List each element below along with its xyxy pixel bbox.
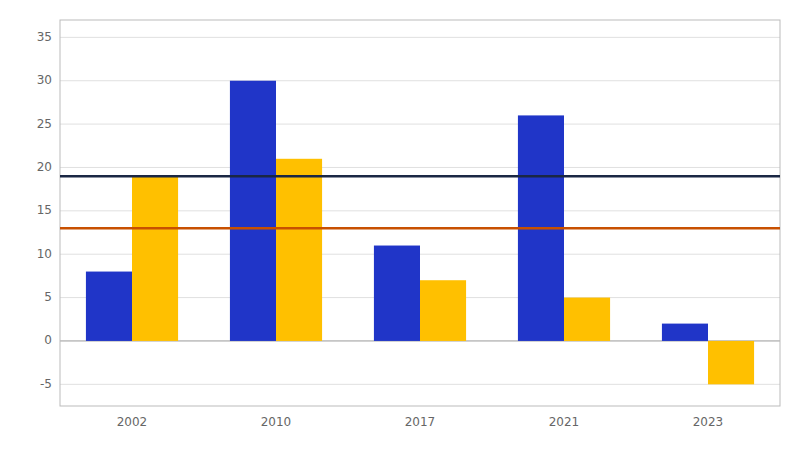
- grid-line: [60, 37, 780, 38]
- chart: -5 0 5 10 15 20 25 30 35 2002 2010 2017 2021 2023: [0, 0, 800, 450]
- y-tick-label: 20: [37, 160, 52, 174]
- x-tick-label: 2002: [117, 415, 148, 429]
- bar: [374, 246, 420, 341]
- y-axis: -5 0 5 10 15 20 25 30 35: [37, 30, 52, 391]
- plot-frame: [60, 20, 780, 406]
- x-tick-label: 2023: [693, 415, 724, 429]
- bar: [420, 280, 466, 341]
- y-tick-label: 35: [37, 30, 52, 44]
- y-tick-label: 30: [37, 73, 52, 87]
- x-tick-label: 2017: [405, 415, 436, 429]
- reference-line: [60, 227, 780, 230]
- grid-line: [60, 167, 780, 168]
- bar: [276, 159, 322, 341]
- grid: [60, 37, 780, 384]
- bars: [86, 81, 754, 385]
- y-tick-label: 15: [37, 203, 52, 217]
- y-tick-label: 0: [44, 333, 52, 347]
- x-axis: 2002 2010 2017 2021 2023: [117, 415, 724, 429]
- bar: [132, 176, 178, 341]
- grid-line: [60, 384, 780, 385]
- bar: [86, 272, 132, 341]
- y-tick-label: 5: [44, 290, 52, 304]
- x-tick-label: 2010: [261, 415, 292, 429]
- grid-line: [60, 124, 780, 125]
- y-tick-label: 25: [37, 117, 52, 131]
- reference-line: [60, 175, 780, 178]
- bar: [708, 341, 754, 384]
- bar: [564, 298, 610, 341]
- bar: [230, 81, 276, 341]
- x-tick-label: 2021: [549, 415, 580, 429]
- bar: [662, 324, 708, 341]
- y-tick-label: 10: [37, 247, 52, 261]
- y-tick-label: -5: [40, 377, 52, 391]
- grid-line: [60, 80, 780, 81]
- chart-container: -5 0 5 10 15 20 25 30 35 2002 2010 2017 2021 2023: [0, 0, 800, 450]
- reference-lines: [60, 176, 780, 228]
